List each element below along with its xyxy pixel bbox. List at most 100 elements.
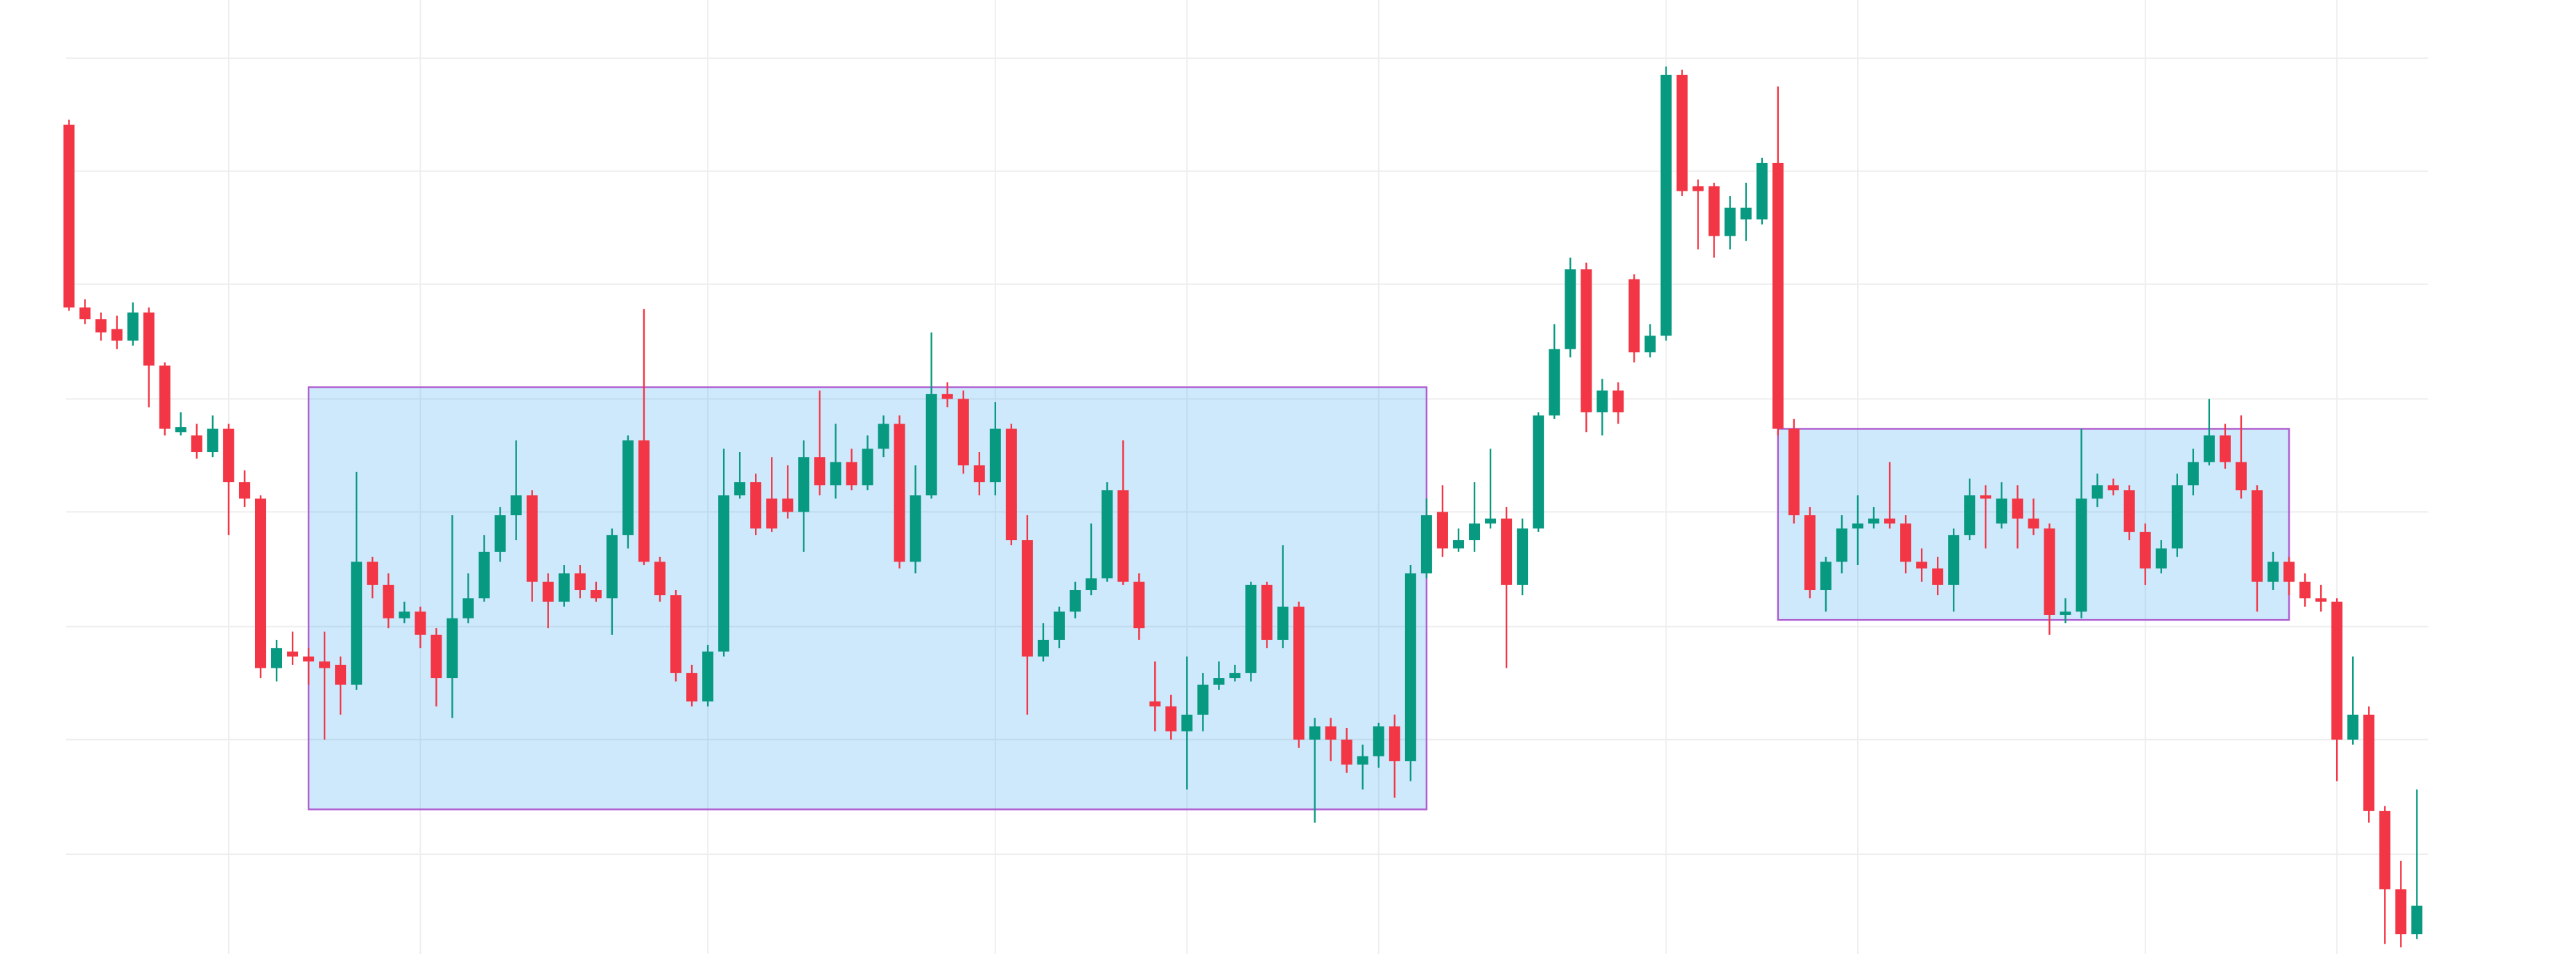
candle-body: [2363, 714, 2375, 811]
candle-body: [1660, 74, 1672, 336]
candle-body: [1245, 584, 1257, 673]
candle-body: [2331, 601, 2343, 740]
candle-body: [1436, 512, 1448, 549]
candle-body: [2235, 462, 2247, 491]
candle-body: [1197, 684, 1209, 715]
candle-body: [910, 495, 921, 562]
candle-body: [957, 399, 969, 466]
candle-body: [894, 424, 905, 562]
candle-body: [367, 562, 378, 585]
candle-body: [1820, 562, 1831, 591]
candle-body: [1724, 207, 1736, 236]
candle-body: [1452, 540, 1464, 549]
candle-body: [287, 651, 299, 657]
candle-body: [1341, 739, 1352, 765]
candle-body: [1053, 612, 1065, 640]
candle-body: [782, 498, 794, 512]
candle-body: [1420, 515, 1432, 574]
candle-body: [1740, 207, 1752, 220]
candle-body: [1277, 606, 1289, 640]
candle-body: [1181, 714, 1193, 731]
candle-body: [1884, 518, 1896, 524]
candle-body: [686, 673, 698, 702]
candle-body: [1517, 528, 1529, 585]
candle-body: [2075, 498, 2087, 612]
candle-body: [798, 457, 810, 512]
candle-body: [271, 648, 283, 668]
candle-body: [63, 124, 75, 308]
candle-body: [1485, 518, 1497, 524]
candle-body: [1261, 584, 1273, 640]
candle-body: [2123, 490, 2135, 532]
candle-body: [191, 435, 202, 453]
candle-body: [2044, 528, 2055, 615]
candle-body: [1469, 523, 1481, 541]
candle-body: [1996, 498, 2008, 524]
candle-body: [1037, 639, 1049, 657]
candle-body: [254, 498, 266, 668]
candle-body: [1133, 582, 1145, 629]
candle-body: [223, 428, 234, 483]
candle-body: [2299, 582, 2311, 598]
candle-body: [574, 573, 586, 591]
candle-body: [303, 656, 315, 662]
candle-body: [750, 482, 762, 529]
candle-body: [1836, 528, 1847, 562]
candle-body: [1581, 269, 1592, 413]
candle-body: [175, 427, 186, 433]
candle-body: [143, 312, 155, 366]
candle-body: [1852, 523, 1863, 529]
candle-body: [1692, 186, 1704, 191]
candle-body: [1086, 578, 1097, 591]
candle-body: [1070, 590, 1081, 612]
candle-body: [925, 394, 937, 496]
candle-body: [1868, 518, 1880, 524]
candle-body: [1021, 540, 1033, 657]
candle-body: [127, 312, 139, 341]
candle-body: [2379, 810, 2391, 890]
candle-body: [478, 551, 490, 598]
candle-body: [2171, 485, 2183, 549]
candle-body: [1596, 390, 1608, 413]
candle-body: [1213, 678, 1225, 685]
candle-body: [1117, 490, 1129, 582]
candle-body: [1964, 495, 1976, 535]
candle-body: [2347, 714, 2359, 740]
candle-body: [1373, 726, 1384, 756]
candle-body: [1102, 490, 1113, 579]
candle-body: [1229, 673, 1241, 679]
candle-body: [207, 428, 218, 453]
candle-body: [1533, 415, 1544, 529]
candle-body: [2315, 598, 2327, 602]
candle-body: [2139, 532, 2151, 569]
candle-body: [1644, 336, 1656, 353]
candle-body: [1149, 701, 1161, 706]
candle-body: [846, 462, 858, 485]
candle-body: [319, 661, 331, 668]
candle-body: [1916, 562, 1928, 569]
candle-body: [79, 307, 91, 320]
candle-body: [941, 394, 953, 399]
candle-body: [2395, 889, 2407, 935]
candle-body: [1756, 162, 1768, 220]
candle-body: [606, 535, 618, 598]
candle-body: [526, 495, 538, 582]
candle-body: [2187, 462, 2199, 485]
candle-body: [2219, 435, 2231, 462]
candle-body: [2155, 548, 2167, 569]
candle-body: [989, 428, 1001, 483]
candle-body: [1708, 186, 1720, 236]
candle-body: [1980, 495, 1992, 499]
candle-body: [1309, 726, 1321, 740]
candle-body: [1804, 515, 1816, 591]
candle-body: [718, 495, 730, 652]
candle-body: [111, 329, 123, 341]
candle-body: [590, 590, 602, 598]
candle-body: [1788, 428, 1800, 516]
candle-body: [1612, 390, 1624, 413]
candle-body: [2107, 485, 2119, 491]
candle-body: [1772, 162, 1784, 429]
candle-body: [2091, 485, 2103, 499]
